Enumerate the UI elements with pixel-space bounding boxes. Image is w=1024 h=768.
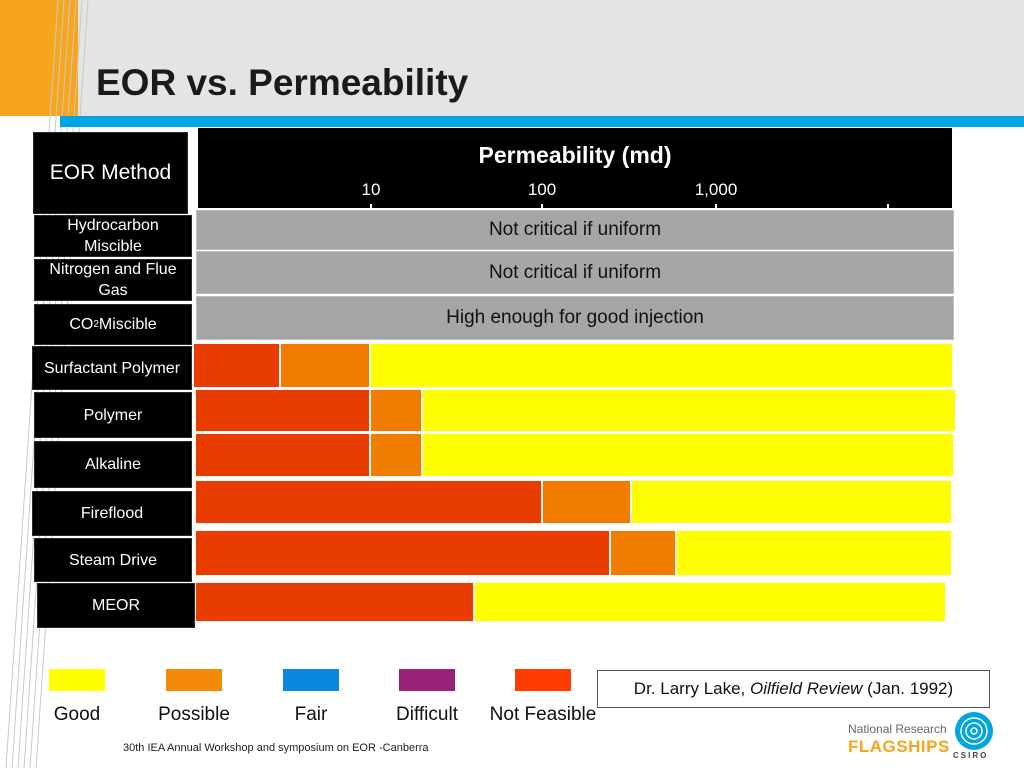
bar-segment-not-feasible [195,530,611,576]
logo-national-research: National Research [848,722,947,736]
header-accent-line [60,116,1024,127]
bar-segment-good [675,530,952,576]
tick-label-100: 100 [527,180,557,199]
orange-corner-accent [0,0,78,116]
eor-method-header: EOR Method [33,132,188,214]
bar-segment-good [370,343,953,388]
bar-segment-good [631,480,952,524]
gray-row-co2: High enough for good injection [196,296,954,340]
bar-segment-not-feasible [195,582,474,622]
tick-label-1000: 1,000 [694,180,738,199]
bar-segment-good [421,433,954,477]
bar-segment-not-feasible [193,343,281,388]
legend-label: Good [53,704,101,725]
citation-journal: Oilfield Review [750,679,863,698]
bar-segment-possible [370,389,422,432]
bar-segment-good [473,582,946,622]
bar-segment-possible [610,530,676,576]
csiro-logo-text: CSIRO [953,751,989,760]
method-label: MEOR [37,583,195,628]
header-band [0,0,1024,116]
logo-flagships: FLAGSHIPS [848,737,950,756]
bar-segment-possible [542,480,632,524]
slide-title: EOR vs. Permeability [96,62,469,103]
legend-swatch-possible [166,669,222,691]
method-label: Hydrocarbon Miscible [34,215,192,257]
method-label: CO 2 Miscible [34,304,192,345]
bar-segment-not-feasible [195,389,370,432]
gray-row-hydrocarbon: Not critical if uniform [196,210,954,250]
citation-date: (Jan. 1992) [862,679,954,698]
gray-row-nitrogen: Not critical if uniform [196,251,954,294]
legend-label: Difficult [396,704,458,725]
citation-box: Dr. Larry Lake, Oilfield Review (Jan. 19… [597,670,990,708]
bar-segment-possible [280,343,370,388]
method-label: Steam Drive [34,538,192,582]
legend-swatch-difficult [399,669,455,691]
legend-swatch-not-feasible [515,669,571,691]
permeability-title: Permeability (md) [478,142,672,168]
method-label: Polymer [34,392,192,438]
method-label: Fireflood [32,491,192,536]
legend-label: Not Feasible [489,704,597,725]
method-label: Nitrogen and Flue Gas [34,259,192,301]
citation-author: Dr. Larry Lake, [633,679,751,698]
legend-swatch-fair [283,669,339,691]
footer-text: 30th IEA Annual Workshop and symposium o… [123,742,429,754]
legend-label: Possible [158,704,230,725]
csiro-logo-icon [955,712,993,750]
bar-segment-not-feasible [195,480,542,524]
legend-swatch-good [49,669,105,691]
permeability-header: Permeability (md) 10 100 1,000 [198,128,952,216]
method-label: Alkaline [34,441,192,488]
legend-label: Fair [294,704,328,725]
bar-segment-good [421,389,956,432]
tick-label-10: 10 [361,180,381,199]
bar-segment-not-feasible [195,433,370,477]
bar-segment-possible [370,433,422,477]
method-label: Surfactant Polymer [32,346,192,390]
